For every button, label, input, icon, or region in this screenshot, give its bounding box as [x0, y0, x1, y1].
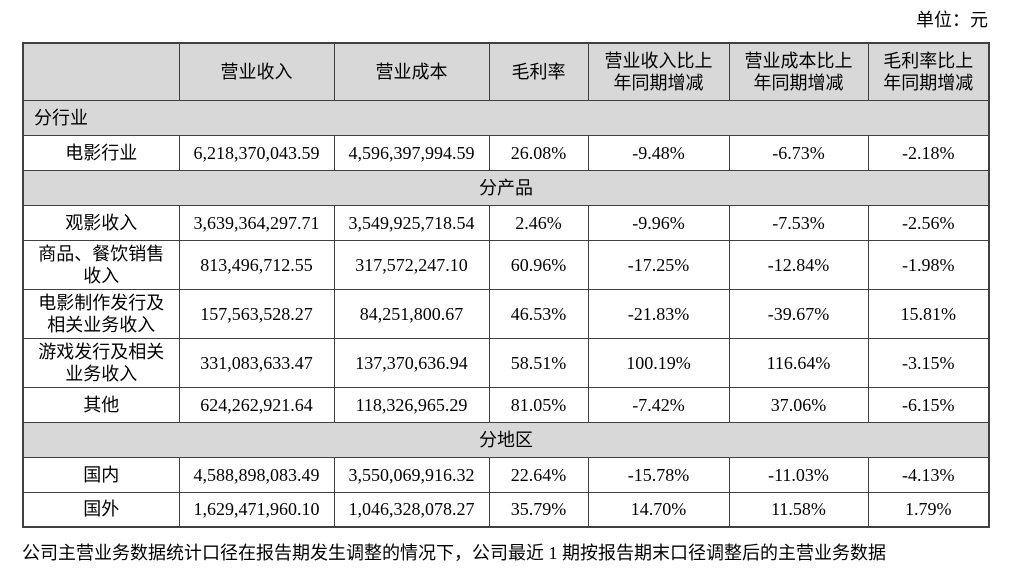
- header-gross-margin: 毛利率: [488, 42, 589, 101]
- cell-gross-margin: 2.46%: [488, 204, 589, 241]
- cell-gross-margin: 46.53%: [488, 288, 589, 339]
- cell-cost: 118,326,965.29: [333, 386, 490, 423]
- header-cost: 营业成本: [333, 42, 490, 101]
- table-row: 游戏发行及相关 业务收入 331,083,633.47 137,370,636.94…: [22, 337, 990, 388]
- cell-cost-yoy-change: -39.67%: [728, 288, 869, 339]
- cell-revenue-yoy-change: 100.19%: [587, 337, 730, 388]
- cell-gross-margin: 26.08%: [488, 134, 589, 171]
- table-row: 观影收入 3,639,364,297.71 3,549,925,718.54 2.46…: [22, 204, 990, 241]
- cell-revenue: 331,083,633.47: [178, 337, 335, 388]
- row-label: 国外: [22, 491, 180, 528]
- cell-margin-yoy-change: 15.81%: [867, 288, 990, 339]
- cell-cost-yoy-change: 11.58%: [728, 491, 869, 528]
- row-label: 电影行业: [22, 134, 180, 171]
- cell-cost: 317,572,247.10: [333, 239, 490, 290]
- section-title: 分行业: [22, 99, 990, 136]
- cell-cost-yoy-change: 116.64%: [728, 337, 869, 388]
- row-label: 其他: [22, 386, 180, 423]
- row-label: 游戏发行及相关 业务收入: [22, 337, 180, 388]
- cell-cost: 1,046,328,078.27: [333, 491, 490, 528]
- cell-cost-yoy-change: -12.84%: [728, 239, 869, 290]
- unit-label: 单位：元: [916, 10, 988, 30]
- cell-cost-yoy-change: -11.03%: [728, 456, 869, 493]
- table-row: 商品、餐饮销售 收入 813,496,712.55 317,572,247.10 60…: [22, 239, 990, 290]
- header-revenue-yoy-change: 营业收入比上 年同期增减: [587, 42, 730, 101]
- cell-cost: 4,596,397,994.59: [333, 134, 490, 171]
- cell-cost: 84,251,800.67: [333, 288, 490, 339]
- header-revenue: 营业收入: [178, 42, 335, 101]
- section-row: 分产品: [22, 169, 990, 206]
- row-label: 观影收入: [22, 204, 180, 241]
- cell-revenue: 4,588,898,083.49: [178, 456, 335, 493]
- cell-cost: 3,549,925,718.54: [333, 204, 490, 241]
- cell-revenue: 6,218,370,043.59: [178, 134, 335, 171]
- cell-cost: 137,370,636.94: [333, 337, 490, 388]
- section-row: 分地区: [22, 421, 990, 458]
- cell-revenue: 813,496,712.55: [178, 239, 335, 290]
- table-body: 分行业 电影行业 6,218,370,043.59 4,596,397,994.59 2…: [22, 99, 990, 528]
- table-row: 电影行业 6,218,370,043.59 4,596,397,994.59 26.0…: [22, 134, 990, 171]
- cell-cost-yoy-change: -7.53%: [728, 204, 869, 241]
- cell-margin-yoy-change: -3.15%: [867, 337, 990, 388]
- section-row: 分行业: [22, 99, 990, 136]
- table-row: 国外 1,629,471,960.10 1,046,328,078.27 35.79%…: [22, 491, 990, 528]
- cell-gross-margin: 35.79%: [488, 491, 589, 528]
- cell-margin-yoy-change: -6.15%: [867, 386, 990, 423]
- cell-revenue: 1,629,471,960.10: [178, 491, 335, 528]
- cell-margin-yoy-change: 1.79%: [867, 491, 990, 528]
- row-label: 国内: [22, 456, 180, 493]
- cell-cost-yoy-change: -6.73%: [728, 134, 869, 171]
- cell-revenue-yoy-change: -15.78%: [587, 456, 730, 493]
- table-row: 其他 624,262,921.64 118,326,965.29 81.05% -7.4…: [22, 386, 990, 423]
- cell-revenue-yoy-change: 14.70%: [587, 491, 730, 528]
- cell-cost: 3,550,069,916.32: [333, 456, 490, 493]
- cell-revenue-yoy-change: -21.83%: [587, 288, 730, 339]
- section-title: 分地区: [22, 421, 990, 458]
- cell-gross-margin: 81.05%: [488, 386, 589, 423]
- cell-gross-margin: 58.51%: [488, 337, 589, 388]
- cell-revenue-yoy-change: -9.48%: [587, 134, 730, 171]
- cell-revenue: 157,563,528.27: [178, 288, 335, 339]
- header-blank: [22, 42, 180, 101]
- footer-note: 公司主营业务数据统计口径在报告期发生调整的情况下，公司最近 1 期按报告期末口径…: [22, 543, 886, 563]
- cell-gross-margin: 22.64%: [488, 456, 589, 493]
- cell-revenue: 624,262,921.64: [178, 386, 335, 423]
- cell-margin-yoy-change: -4.13%: [867, 456, 990, 493]
- cell-gross-margin: 60.96%: [488, 239, 589, 290]
- table-row: 电影制作发行及 相关业务收入 157,563,528.27 84,251,800.6…: [22, 288, 990, 339]
- header-margin-yoy-change: 毛利率比上 年同期增减: [867, 42, 990, 101]
- cell-revenue-yoy-change: -7.42%: [587, 386, 730, 423]
- cell-margin-yoy-change: -2.18%: [867, 134, 990, 171]
- cell-revenue: 3,639,364,297.71: [178, 204, 335, 241]
- row-label: 商品、餐饮销售 收入: [22, 239, 180, 290]
- cell-cost-yoy-change: 37.06%: [728, 386, 869, 423]
- cell-margin-yoy-change: -1.98%: [867, 239, 990, 290]
- header-row: 营业收入 营业成本 毛利率 营业收入比上 年同期增减 营业成本比上 年同期增减 …: [22, 42, 990, 101]
- table-row: 国内 4,588,898,083.49 3,550,069,916.32 22.64%…: [22, 456, 990, 493]
- main-business-data-table: 营业收入 营业成本 毛利率 营业收入比上 年同期增减 营业成本比上 年同期增减 …: [22, 42, 990, 528]
- cell-revenue-yoy-change: -9.96%: [587, 204, 730, 241]
- cell-margin-yoy-change: -2.56%: [867, 204, 990, 241]
- section-title: 分产品: [22, 169, 990, 206]
- header-cost-yoy-change: 营业成本比上 年同期增减: [728, 42, 869, 101]
- cell-revenue-yoy-change: -17.25%: [587, 239, 730, 290]
- row-label: 电影制作发行及 相关业务收入: [22, 288, 180, 339]
